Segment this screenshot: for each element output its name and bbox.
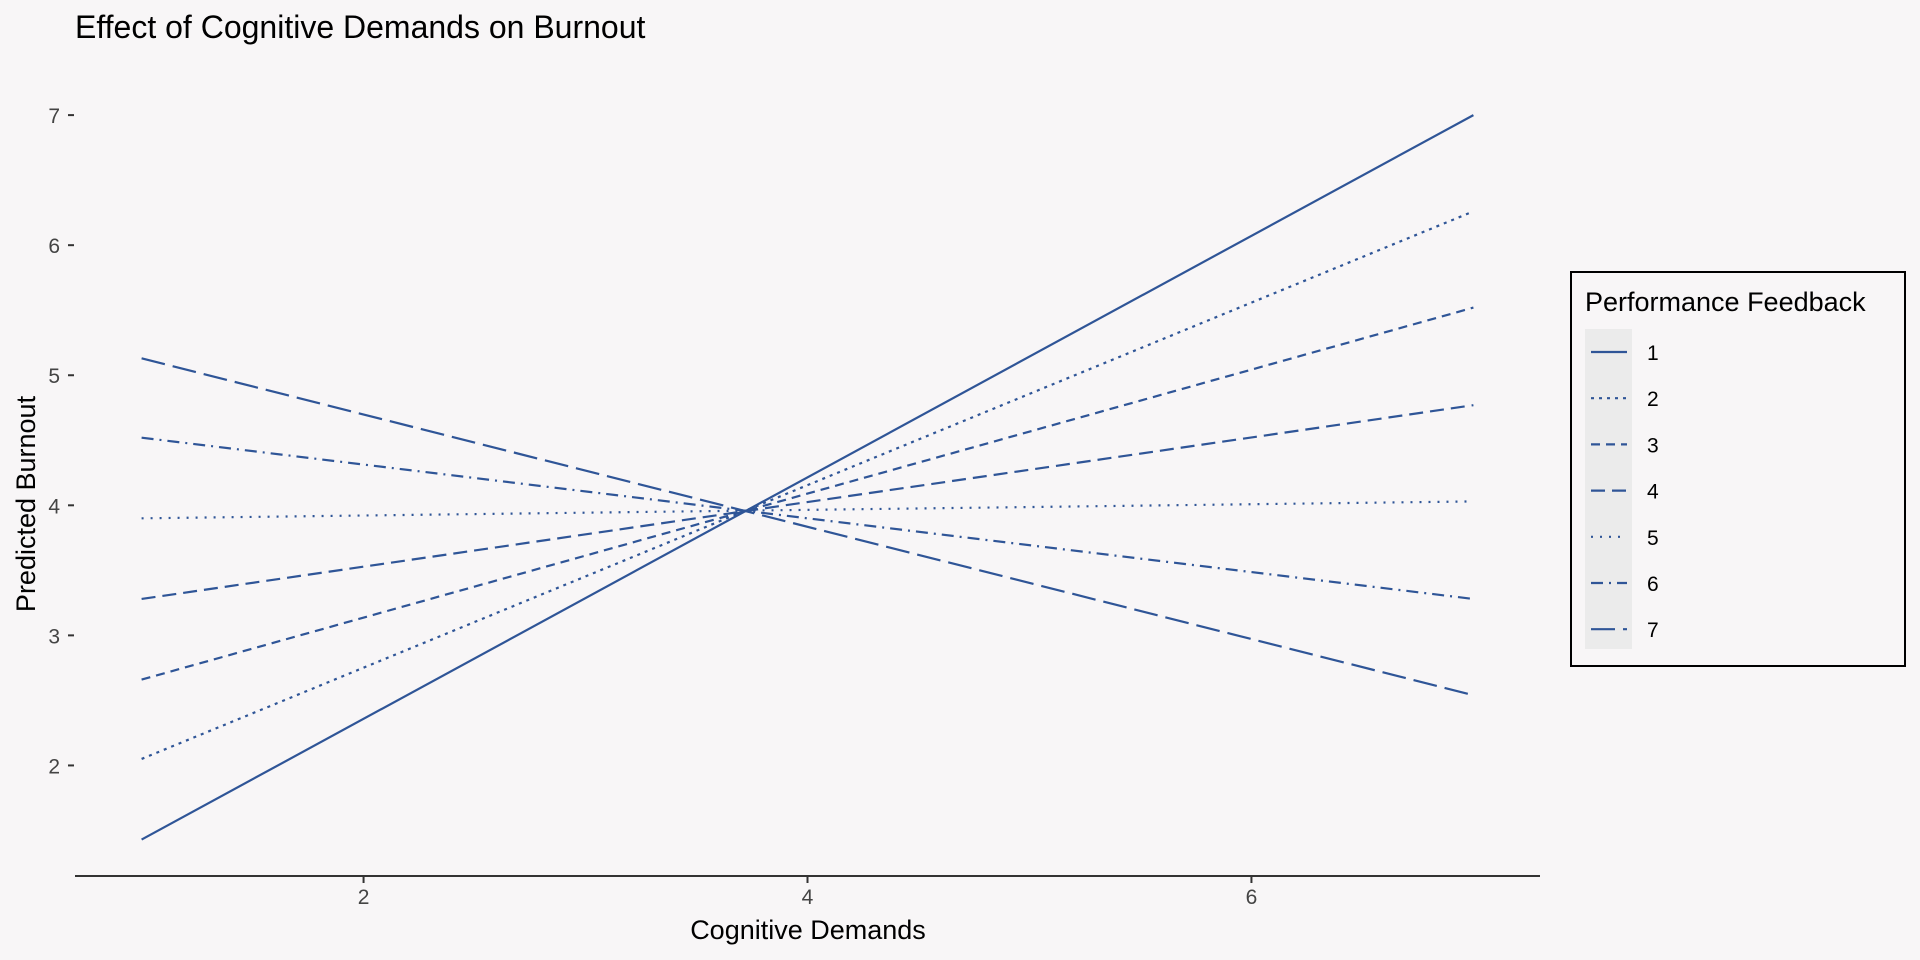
y-axis: 2 3 4 5 6 7: [48, 105, 74, 778]
legend-label-3: 3: [1647, 434, 1659, 457]
series-line-3: [141, 306, 1474, 681]
legend-label-4: 4: [1647, 481, 1659, 504]
legend-label-2: 2: [1647, 388, 1659, 411]
x-axis: 2 4 6: [75, 875, 1540, 909]
legend: Performance Feedback 1 2 3 4 5 6 7: [1570, 271, 1906, 667]
x-tick-label: 4: [802, 886, 814, 909]
y-axis-label: Predicted Burnout: [11, 395, 41, 612]
x-axis-label: Cognitive Demands: [690, 915, 926, 945]
legend-items: 1 2 3 4 5 6 7: [1591, 342, 1659, 642]
series-line-1: [141, 114, 1474, 841]
series-line-7: [141, 357, 1474, 697]
legend-label-5: 5: [1647, 527, 1659, 550]
chart-title: Effect of Cognitive Demands on Burnout: [75, 9, 646, 45]
legend-key-background: [1585, 329, 1632, 649]
legend-label-7: 7: [1647, 619, 1659, 642]
series-line-4: [141, 404, 1474, 601]
plot-area: [141, 114, 1474, 841]
y-tick-label: 6: [48, 235, 60, 258]
y-tick-label: 5: [48, 365, 60, 388]
y-tick-label: 2: [48, 755, 60, 778]
x-tick-label: 2: [358, 886, 370, 909]
y-tick-label: 4: [48, 495, 60, 518]
legend-label-1: 1: [1647, 342, 1659, 365]
x-tick-label: 6: [1246, 886, 1258, 909]
y-tick-label: 3: [48, 625, 60, 648]
y-tick-label: 7: [48, 105, 60, 128]
legend-label-6: 6: [1647, 573, 1659, 596]
legend-title: Performance Feedback: [1585, 287, 1866, 317]
